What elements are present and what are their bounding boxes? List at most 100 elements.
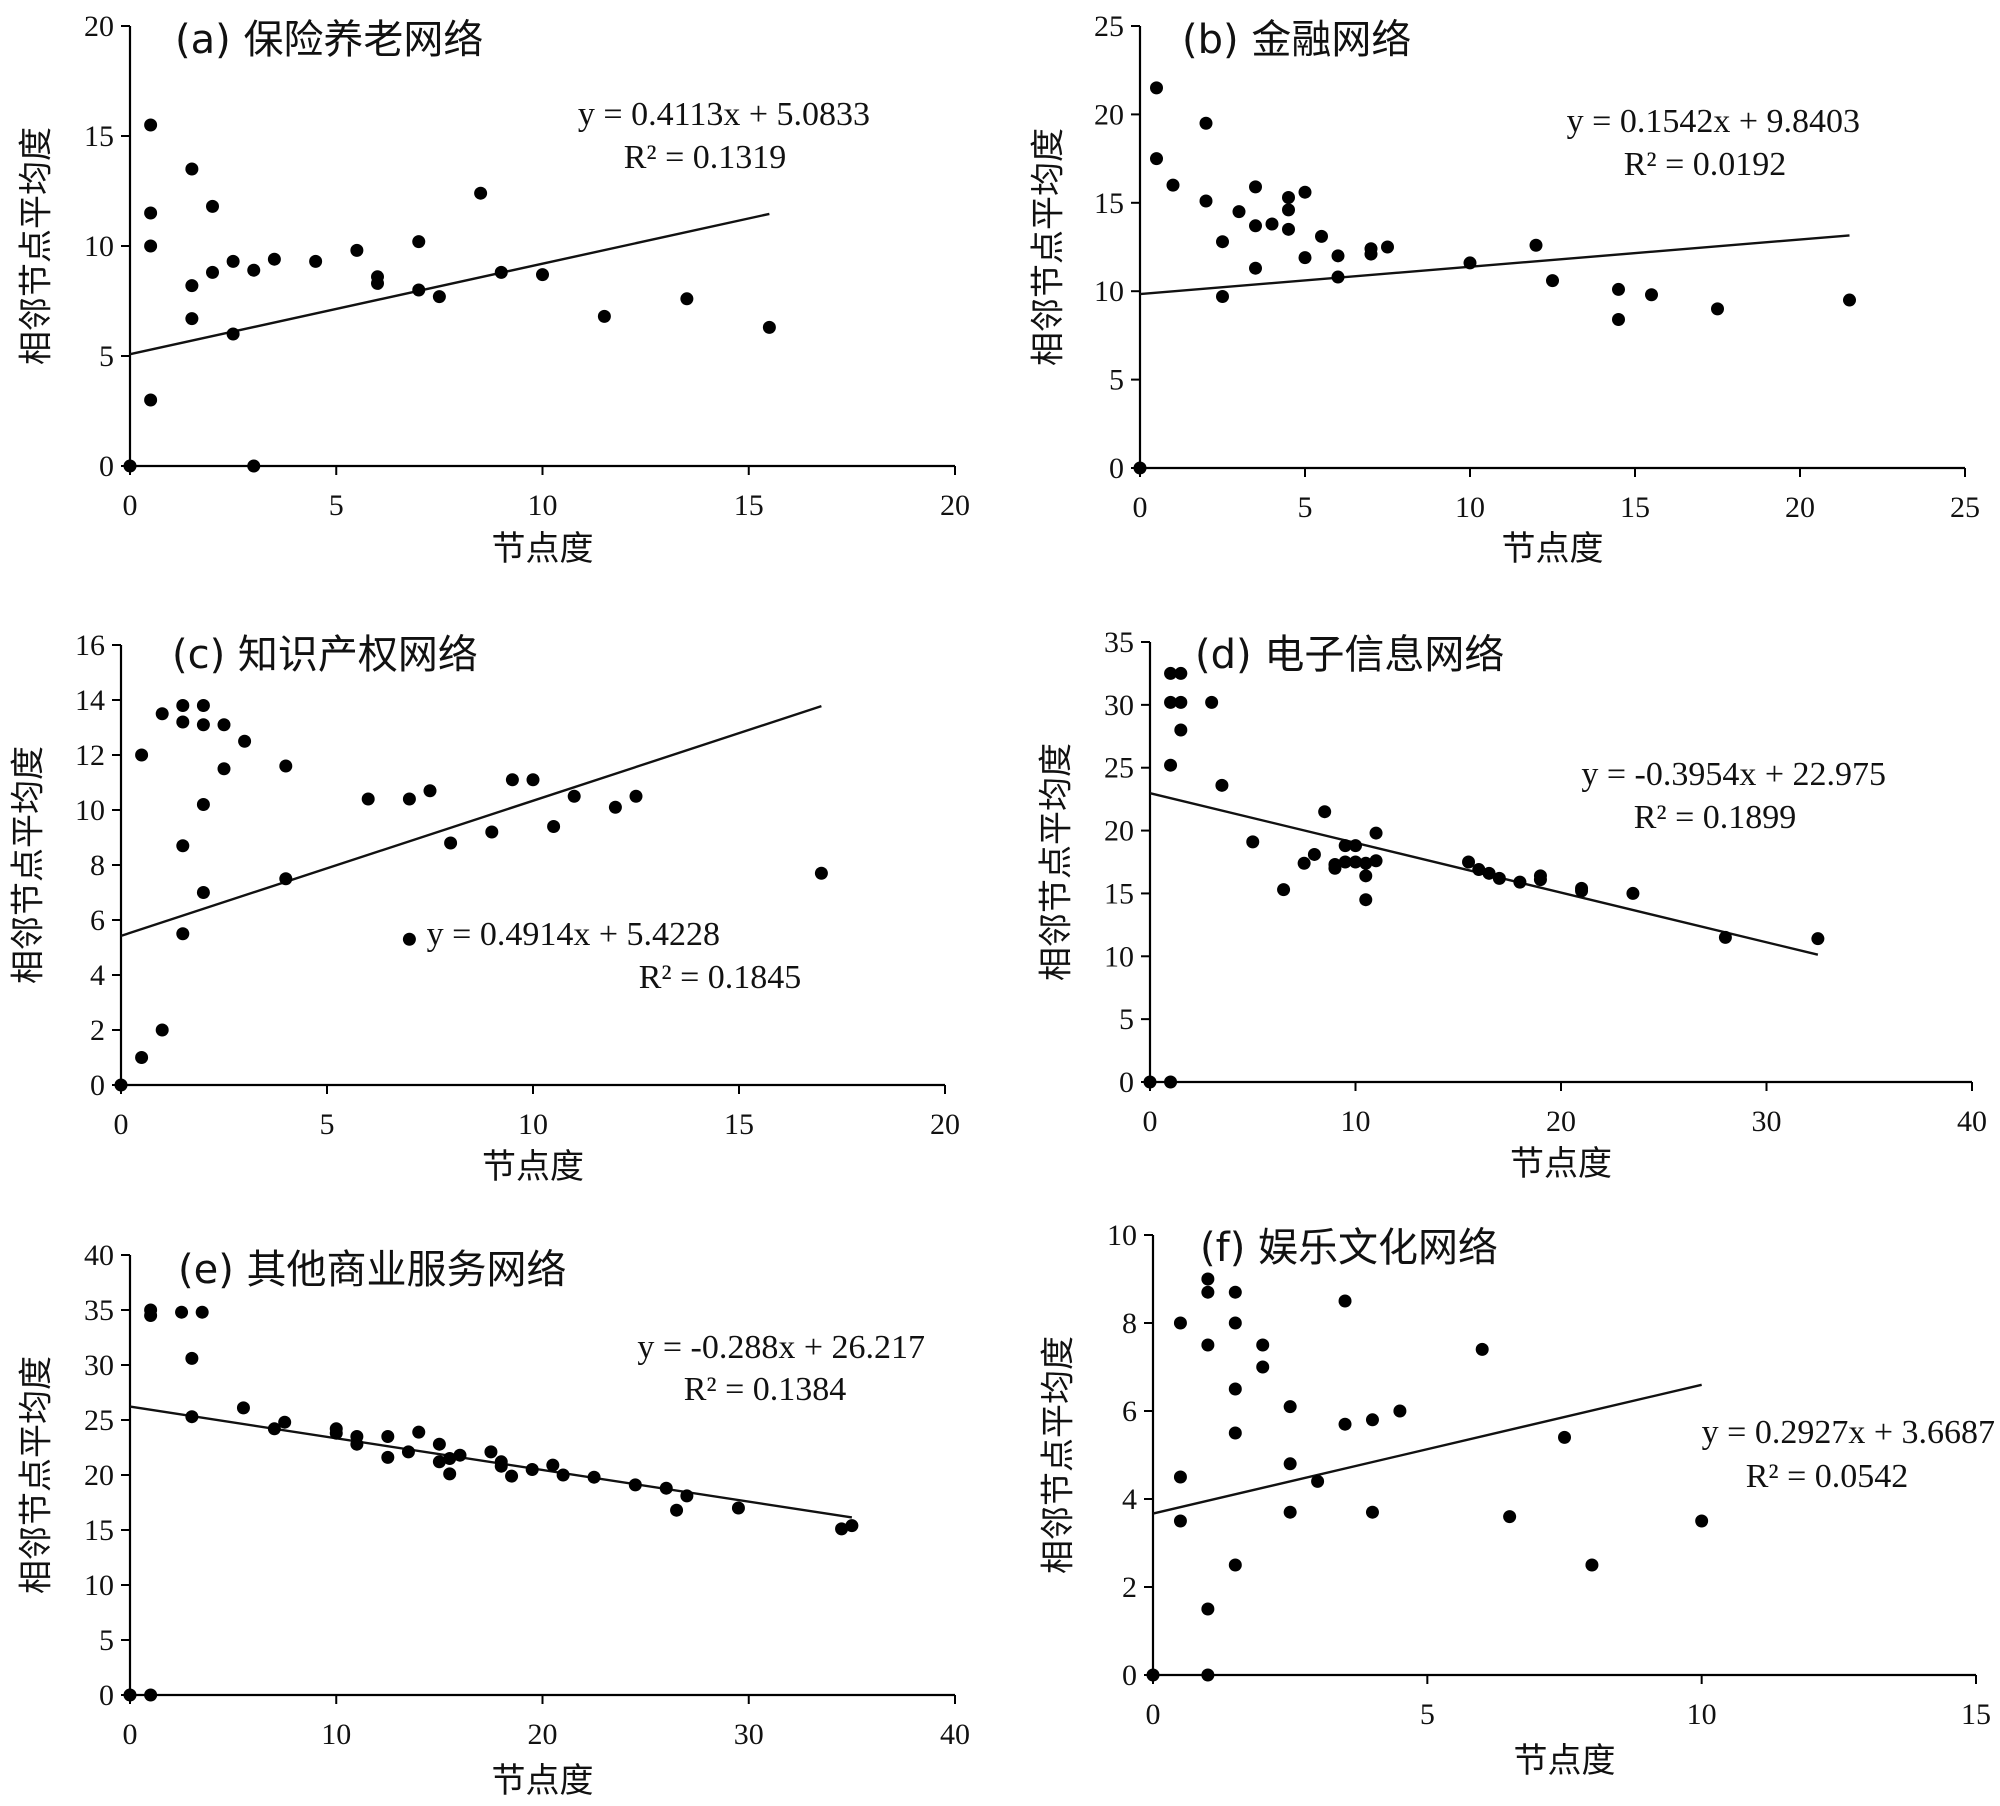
data-point [1173,1470,1187,1484]
data-point [238,734,252,748]
data-point [1228,1285,1242,1299]
data-point [1205,695,1219,709]
data-point [381,1430,395,1443]
data-point [1546,274,1559,288]
data-point [1338,855,1352,869]
x-tick-label: 20 [940,489,970,522]
data-point [279,759,293,773]
data-point [371,276,384,290]
y-tick-label: 5 [99,340,114,373]
data-point [1256,1338,1270,1352]
data-point [1228,1558,1242,1572]
data-point [1513,875,1527,889]
x-tick-label: 40 [940,1718,970,1751]
y-axis-label: 相邻节点平均度 [9,746,49,984]
data-point [175,1305,189,1319]
data-point [195,1305,209,1319]
x-tick-label: 0 [1133,491,1148,524]
y-axis-label: 相邻节点平均度 [17,127,57,365]
y-tick-label: 25 [1094,10,1124,43]
data-point [1173,1514,1187,1528]
data-point [1282,203,1295,217]
data-point [401,1445,415,1459]
data-point [1359,856,1373,870]
data-point [494,1459,508,1473]
y-tick-label: 4 [90,959,105,992]
panel-title: (c) 知识产权网络 [172,632,478,678]
r-squared-label: R² = 0.0192 [1624,146,1787,183]
data-point [196,798,210,811]
data-point [1533,873,1547,887]
y-tick-label: 35 [84,1294,114,1327]
data-point [1349,855,1362,869]
data-point [835,1522,849,1536]
data-point [350,1437,364,1451]
x-axis-label: 节点度 [492,529,594,569]
x-tick-label: 5 [329,489,344,522]
data-point [1201,1668,1215,1682]
y-tick-label: 5 [1109,364,1124,397]
y-axis-label: 相邻节点平均度 [1037,743,1077,981]
data-point [1369,826,1383,840]
data-point [628,1478,642,1492]
data-point [1558,1430,1571,1444]
data-point [1277,883,1291,897]
x-tick-label: 5 [320,1108,335,1141]
data-point [1297,856,1311,870]
data-point [1228,1426,1242,1440]
y-tick-label: 15 [1094,187,1124,220]
data-point [1246,835,1260,849]
x-tick-label: 15 [724,1108,754,1141]
y-tick-label: 12 [75,739,105,772]
data-point [1215,778,1229,792]
y-tick-label: 15 [84,120,114,153]
y-tick-label: 5 [1119,1003,1134,1036]
panel-a: 0 5 10 15 20 0 5 10 15 20 (a) 保险养老网络 y = 0.4113x + … [17,10,971,569]
x-tick-label: 25 [1950,491,1980,524]
trendline-equation: y = 0.4113x + 5.0833 [578,96,870,133]
data-point [1369,854,1383,868]
data-point [1216,290,1229,304]
data-point [1359,869,1373,883]
y-tick-label: 4 [1122,1483,1137,1516]
data-point [1143,1075,1157,1089]
data-point [144,118,158,132]
trendline-equation: y = 0.2927x + 3.6687 [1702,1414,1995,1451]
y-tick-label: 10 [84,230,114,263]
data-point [1150,81,1163,95]
x-tick-label: 10 [518,1108,548,1141]
data-point [731,1501,745,1515]
data-point [1228,1382,1242,1396]
data-point [1199,116,1213,130]
y-tick-label: 10 [84,1569,114,1602]
data-point [1199,194,1213,208]
data-point [135,1051,149,1064]
y-tick-label: 30 [84,1349,114,1382]
data-point [247,263,261,277]
data-point [1711,302,1724,316]
y-tick-label: 6 [1122,1395,1137,1428]
data-point [1718,930,1732,944]
data-point [196,886,210,899]
x-axis-label: 节点度 [482,1147,584,1187]
y-tick-label: 0 [1119,1066,1134,1099]
x-axis-label: 节点度 [1502,529,1604,569]
data-point [556,1468,570,1482]
x-tick-label: 15 [1961,1698,1991,1731]
data-point [196,699,210,712]
panel-e: 0 10 20 30 40 0 5 10 15 20 25 30 35 40 (e) 其他商业服务网络 y =… [17,1239,971,1801]
r-squared-label: R² = 0.1319 [624,139,787,176]
data-point [226,327,240,341]
data-point [587,1470,601,1484]
data-point [309,254,323,268]
y-tick-label: 2 [90,1014,105,1047]
data-point [1843,293,1856,307]
data-point [1331,270,1345,284]
data-point [1393,1404,1407,1418]
data-point [1249,261,1262,275]
data-point [680,292,694,306]
data-point [144,239,158,253]
data-point [1503,1510,1517,1524]
x-tick-label: 30 [1752,1105,1782,1138]
